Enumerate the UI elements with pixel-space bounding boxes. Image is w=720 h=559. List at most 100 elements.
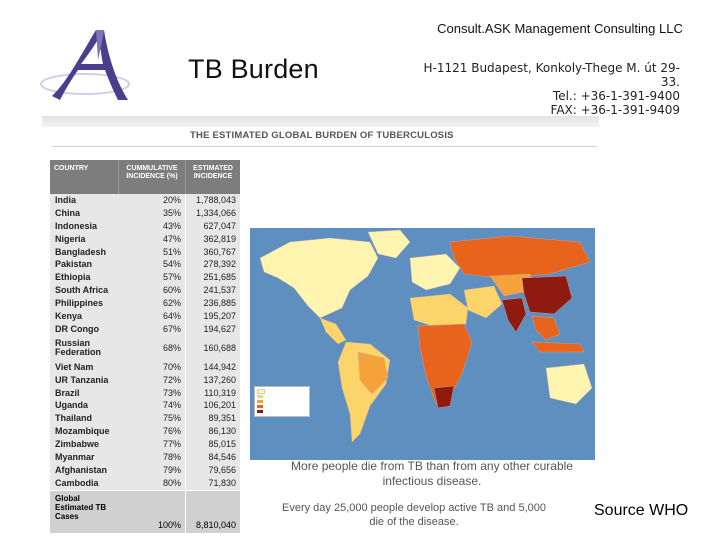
- cell-incidence: 362,819: [185, 232, 240, 246]
- legend-item-2: [257, 394, 307, 399]
- table-row: Zimbabwe 77% 85,015: [50, 438, 240, 452]
- table-row: Kenya 64% 195,207: [50, 310, 240, 323]
- europe: [409, 253, 461, 291]
- tb-burden-figure: THE ESTIMATED GLOBAL BURDEN OF TUBERCULO…: [42, 116, 599, 540]
- southeast-asia: [531, 315, 561, 341]
- cell-cumulative-pct: 73%: [162, 387, 181, 398]
- cell-country: Kenya: [55, 311, 83, 322]
- cell-incidence: 195,207: [185, 310, 240, 323]
- contact-block: H-1121 Budapest, Konkoly-Thege M. út 29-…: [410, 61, 680, 117]
- figure-title: THE ESTIMATED GLOBAL BURDEN OF TUBERCULO…: [190, 130, 454, 141]
- cell-cumulative-pct: 77%: [162, 439, 181, 450]
- cell-incidence: 89,351: [185, 412, 240, 426]
- cell-cumulative-pct: 67%: [162, 323, 181, 334]
- table-row: Thailand 75% 89,351: [50, 412, 240, 426]
- table-row: Mozambique 76% 86,130: [50, 425, 240, 439]
- cell-country: UR Tanzania: [55, 374, 109, 385]
- cell-incidence: 84,546: [185, 451, 240, 464]
- cell-country: Indonesia: [55, 220, 98, 231]
- cell-incidence: 236,885: [185, 297, 240, 311]
- table-footer-row: Global Estimated TB Cases 100% 8,810,040: [50, 490, 240, 533]
- africa-south: [433, 385, 455, 409]
- cell-cumulative-pct: 64%: [162, 311, 181, 322]
- figure-top-bar: [42, 116, 599, 127]
- table-row: Uganda 74% 106,201: [50, 399, 240, 413]
- cell-country: Brazil: [55, 387, 80, 398]
- legend-item-3: [257, 399, 307, 404]
- cell-cumulative-pct: 60%: [162, 285, 181, 296]
- fax-line: FAX: +36-1-391-9409: [550, 103, 680, 117]
- cell-incidence: 144,942: [185, 360, 240, 374]
- cell-country: Afghanistan: [55, 464, 108, 475]
- company-name: Consult.ASK Management Consulting LLC: [437, 21, 683, 36]
- table-row: Nigeria 47% 362,819: [50, 232, 240, 246]
- russia: [449, 235, 591, 279]
- footer-pct: 100%: [157, 519, 181, 530]
- cell-cumulative-pct: 79%: [162, 464, 181, 475]
- table-row: Philippines 62% 236,885: [50, 297, 240, 311]
- cell-incidence: 106,201: [185, 399, 240, 413]
- world-map: [250, 228, 595, 460]
- cell-country: Nigeria: [55, 233, 86, 244]
- table-row: India 20% 1,788,043: [50, 194, 240, 207]
- table-row: South Africa 60% 241,537: [50, 284, 240, 298]
- cell-cumulative-pct: 62%: [162, 298, 181, 309]
- tb-table: COUNTRY CUMMULATIVE INCIDENCE (%) ESTIMA…: [50, 160, 240, 533]
- africa-north: [409, 293, 469, 329]
- cell-cumulative-pct: 76%: [162, 426, 181, 437]
- cell-incidence: 627,047: [185, 219, 240, 233]
- table-row: China 35% 1,334,066: [50, 206, 240, 220]
- cell-country: Mozambique: [55, 426, 110, 437]
- legend-item-5: [257, 409, 307, 414]
- table-row: Viet Nam 70% 144,942: [50, 360, 240, 374]
- caption-daily: Every day 25,000 people develop active T…: [282, 502, 546, 528]
- footer-label: Global Estimated TB Cases: [55, 493, 107, 521]
- table-row: Brazil 73% 110,319: [50, 386, 240, 400]
- cell-incidence: 71,830: [185, 476, 240, 490]
- cell-incidence: 137,260: [185, 373, 240, 387]
- cell-cumulative-pct: 70%: [162, 361, 181, 372]
- cell-country: Viet Nam: [55, 361, 94, 372]
- source-label: Source WHO: [594, 502, 689, 519]
- cell-cumulative-pct: 57%: [162, 272, 181, 283]
- address-line: H-1121 Budapest, Konkoly-Thege M. út 29-…: [423, 61, 680, 89]
- table-header: COUNTRY CUMMULATIVE INCIDENCE (%) ESTIMA…: [50, 160, 240, 194]
- cell-country: Cambodia: [55, 477, 99, 488]
- table-row: Cambodia 80% 71,830: [50, 476, 240, 490]
- cell-country: Philippines: [55, 298, 104, 309]
- cell-cumulative-pct: 80%: [162, 477, 181, 488]
- middle-east: [463, 285, 503, 319]
- cell-country: Uganda: [55, 400, 89, 411]
- tel-line: Tel.: +36-1-391-9400: [552, 89, 680, 103]
- cell-country: Ethiopia: [55, 272, 91, 283]
- china: [521, 275, 573, 315]
- cell-country: Pakistan: [55, 259, 93, 270]
- caption-deaths: More people die from TB than from any ot…: [291, 459, 573, 488]
- table-row: Myanmar 78% 84,546: [50, 451, 240, 464]
- cell-cumulative-pct: 72%: [162, 374, 181, 385]
- header-cumulative: CUMMULATIVE INCIDENCE (%): [118, 160, 185, 194]
- table-row: Ethiopia 57% 251,685: [50, 271, 240, 285]
- page-title: TB Burden: [188, 54, 319, 84]
- figure-divider: [52, 146, 597, 147]
- header-country: COUNTRY: [54, 165, 89, 172]
- map-legend: [254, 386, 310, 417]
- australia: [545, 363, 593, 405]
- table-row: Bangladesh 51% 360,767: [50, 245, 240, 259]
- table-row: Russian Federation 68% 160,688: [50, 335, 240, 361]
- north-america: [259, 237, 379, 319]
- cell-incidence: 110,319: [185, 386, 240, 400]
- greenland: [367, 229, 411, 259]
- cell-cumulative-pct: 51%: [162, 246, 181, 257]
- cell-country: DR Congo: [55, 323, 99, 334]
- cell-country: Zimbabwe: [55, 439, 100, 450]
- cell-incidence: 1,334,066: [185, 206, 240, 220]
- cell-incidence: 85,015: [185, 438, 240, 452]
- table-row: Afghanistan 79% 79,656: [50, 463, 240, 477]
- cell-cumulative-pct: 35%: [162, 207, 181, 218]
- cell-incidence: 1,788,043: [185, 194, 240, 207]
- cell-incidence: 160,688: [185, 335, 240, 361]
- table-row: Pakistan 54% 278,392: [50, 258, 240, 272]
- cell-cumulative-pct: 47%: [162, 233, 181, 244]
- company-logo: [38, 26, 133, 108]
